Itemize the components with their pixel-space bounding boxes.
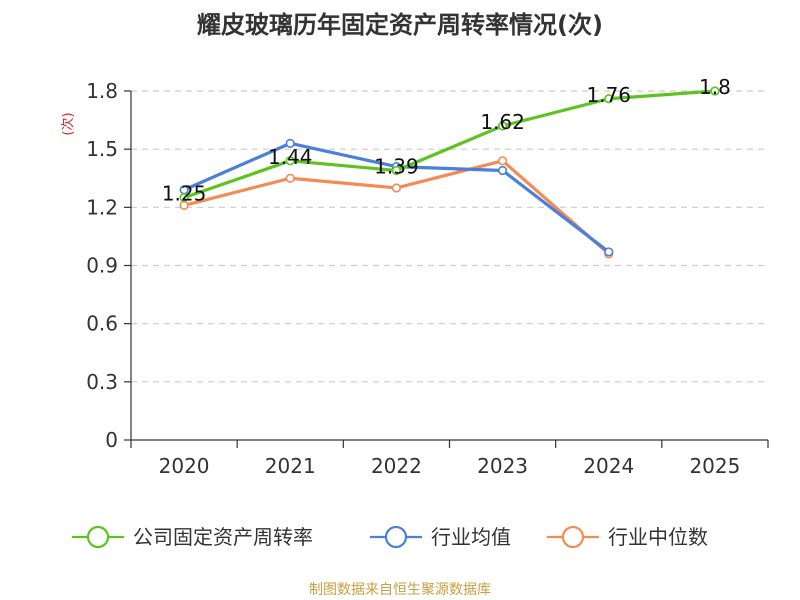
data-point bbox=[285, 138, 295, 148]
y-tick-label: 1.5 bbox=[86, 137, 118, 161]
data-point bbox=[285, 156, 295, 166]
legend-label: 行业中位数 bbox=[608, 525, 708, 549]
x-tick-label: 2022 bbox=[371, 454, 422, 478]
legend-label: 行业均值 bbox=[431, 525, 511, 549]
data-point bbox=[497, 121, 508, 131]
data-point bbox=[391, 183, 402, 193]
y-tick-label: 0.3 bbox=[86, 370, 118, 394]
data-label: 1.62 bbox=[480, 110, 525, 134]
axes: 0 0.3 0.6 0.9 1.2 1.5 1.8 2020 2021 2022 2023 2024 2… bbox=[86, 79, 769, 478]
data-point bbox=[179, 193, 189, 203]
data-label: 1.44 bbox=[268, 145, 313, 169]
data-point bbox=[285, 173, 295, 183]
data-label: 1.8 bbox=[699, 75, 731, 99]
data-label: 1.39 bbox=[374, 154, 419, 178]
y-tick-label: 1.8 bbox=[86, 79, 118, 103]
data-point bbox=[497, 165, 508, 176]
gridlines bbox=[131, 90, 768, 383]
y-tick-label: 0.6 bbox=[86, 312, 118, 336]
data-label: 1.76 bbox=[586, 83, 631, 107]
legend-item[interactable]: 行业中位数 bbox=[547, 525, 708, 549]
x-tick-label: 2020 bbox=[159, 454, 210, 478]
legend-item[interactable]: 行业均值 bbox=[370, 525, 511, 549]
legend-item[interactable]: 公司固定资产周转率 bbox=[72, 525, 313, 549]
y-tick-label: 0.9 bbox=[86, 254, 118, 278]
data-point bbox=[710, 86, 720, 96]
data-point bbox=[497, 156, 508, 166]
data-labels: 1.25 1.44 1.39 1.62 1.76 1.8 bbox=[162, 75, 731, 206]
series-line bbox=[182, 89, 717, 200]
x-tick-label: 2023 bbox=[477, 454, 528, 478]
x-tick-label: 2024 bbox=[583, 454, 634, 478]
data-label: 1.25 bbox=[162, 182, 207, 206]
series-0 bbox=[179, 86, 720, 203]
legend: 公司固定资产周转率 行业均值 行业中位数 bbox=[72, 525, 708, 549]
data-point bbox=[604, 94, 614, 104]
data-point bbox=[391, 165, 402, 176]
y-axis-label: (次) bbox=[60, 112, 76, 135]
y-tick-label: 0 bbox=[105, 428, 118, 452]
legend-swatch-marker bbox=[561, 525, 585, 549]
x-tick-label: 2025 bbox=[689, 454, 740, 478]
legend-swatch-marker bbox=[86, 525, 110, 549]
series-lines bbox=[179, 86, 720, 259]
series-2 bbox=[179, 156, 614, 259]
data-point bbox=[604, 247, 614, 257]
legend-label: 公司固定资产周转率 bbox=[133, 525, 313, 549]
legend-swatch-marker bbox=[384, 525, 408, 549]
x-tick-label: 2021 bbox=[265, 454, 316, 478]
chart-title: 耀皮玻璃历年固定资产周转率情况(次) bbox=[197, 11, 603, 39]
y-tick-label: 1.2 bbox=[86, 195, 118, 219]
source-note: 制图数据来自恒生聚源数据库 bbox=[309, 582, 491, 598]
